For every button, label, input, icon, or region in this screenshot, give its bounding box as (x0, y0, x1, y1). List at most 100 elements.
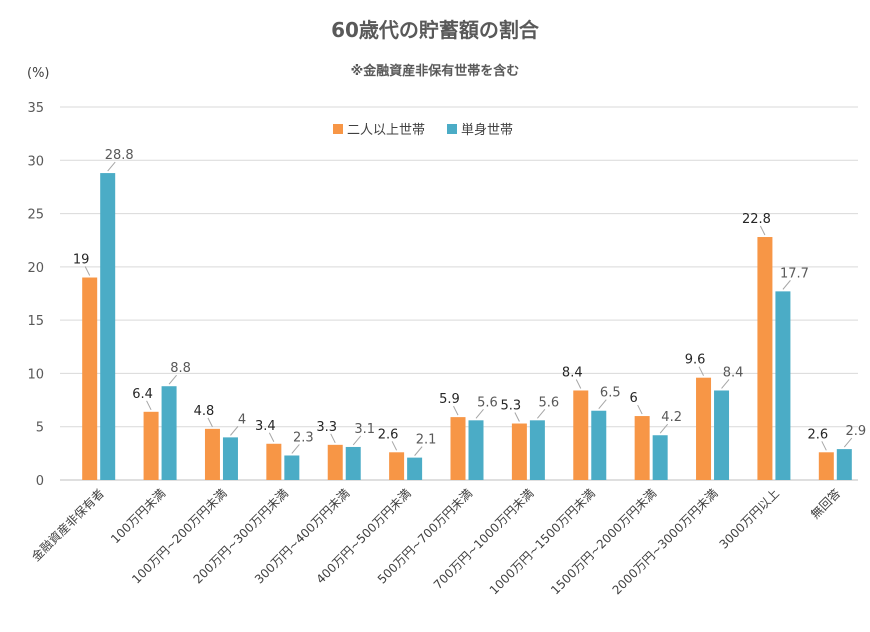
x-tick-label: 金融資産非保有者 (28, 486, 106, 564)
label-leader-line (84, 266, 91, 276)
legend-label: 二人以上世帯 (347, 123, 425, 138)
y-tick-label: 15 (27, 314, 44, 329)
label-leader-line (391, 441, 398, 451)
label-leader-line (782, 280, 791, 290)
legend-swatch-single (447, 124, 457, 134)
data-label: 2.3 (293, 430, 314, 445)
label-leader-line (514, 412, 520, 422)
legend: 二人以上世帯 単身世帯 (333, 122, 513, 138)
data-label: 2.1 (416, 433, 437, 448)
bar-single (529, 420, 545, 480)
data-label: 5.3 (501, 399, 522, 414)
x-tick-label: 1500万円~2000万円未満 (548, 486, 659, 597)
label-leader-line (475, 408, 484, 419)
label-leader-line (637, 404, 643, 415)
data-label: 2.6 (378, 427, 399, 442)
bar-two-person (696, 377, 712, 480)
x-tick-label: 無回答 (807, 486, 843, 522)
label-leader-line (168, 374, 177, 385)
y-tick-label: 20 (27, 261, 44, 276)
data-label: 8.4 (562, 365, 583, 380)
label-leader-line (721, 379, 730, 389)
data-label: 8.8 (170, 361, 191, 376)
bar-single (345, 446, 361, 480)
label-leader-line (821, 441, 827, 451)
y-tick-label: 30 (27, 154, 44, 169)
x-tick-label: 3000万円以上 (717, 486, 782, 551)
bar-two-person (511, 423, 527, 480)
label-leader-line (107, 161, 116, 172)
data-label: 3.1 (354, 422, 375, 437)
label-leader-line (291, 444, 300, 454)
bar-single (407, 457, 423, 480)
bar-single (100, 173, 116, 480)
data-label: 4 (238, 412, 246, 427)
bar-two-person (204, 428, 220, 480)
x-axis-ticks: 金融資産非保有者 100万円未満100万円~200万円未満200万円~300万円未… (28, 486, 843, 598)
x-tick-label: 2000万円~3000万円未満 (610, 486, 721, 597)
data-label: 4.8 (194, 404, 215, 419)
data-label: 9.6 (685, 353, 706, 368)
bar-single (284, 455, 300, 480)
label-leader-line (414, 446, 423, 456)
bar-two-person (757, 237, 773, 480)
x-tick-label: 100万円未満 (108, 486, 168, 546)
y-axis-ticks: 0 5 10 15 20 25 30 35 (27, 101, 44, 489)
bar-two-person (450, 417, 466, 480)
gridlines (60, 106, 858, 481)
bar-single (775, 291, 791, 480)
data-label: 3.4 (255, 419, 276, 434)
label-leader-line (575, 379, 582, 389)
data-label: 3.3 (316, 420, 337, 435)
bars (82, 173, 852, 480)
bar-two-person (389, 452, 405, 480)
data-label: 22.8 (742, 212, 771, 227)
data-label: 28.8 (105, 148, 134, 163)
bar-two-person (573, 390, 589, 480)
data-label: 2.6 (807, 427, 828, 442)
label-leader-line (330, 433, 336, 444)
label-leader-line (759, 225, 766, 236)
bar-single (222, 437, 238, 480)
x-tick-label: 700万円~1000万円未満 (431, 486, 537, 592)
bar-two-person (634, 416, 650, 480)
bar-single (591, 410, 607, 480)
label-leader-line (698, 366, 704, 376)
bar-two-person (266, 443, 282, 480)
x-tick-label: 1000万円~1500万円未満 (487, 486, 598, 597)
y-tick-label: 25 (27, 208, 44, 223)
bar-two-person (327, 444, 343, 480)
y-tick-label: 10 (27, 367, 44, 382)
bar-single (468, 420, 484, 480)
label-leader-line (453, 405, 459, 416)
data-label: 4.2 (661, 410, 682, 425)
data-label: 5.6 (539, 395, 560, 410)
y-tick-label: 35 (27, 101, 44, 116)
y-tick-label: 5 (36, 421, 44, 436)
label-leader-line (268, 432, 275, 442)
label-leader-line (598, 399, 607, 410)
chart-subtitle: ※金融資産非保有世帯を含む (350, 64, 520, 79)
label-leader-line (230, 426, 239, 436)
label-leader-line (659, 423, 669, 434)
bar-single (836, 449, 852, 480)
data-label: 2.9 (845, 424, 866, 439)
legend-swatch-two-person (333, 124, 343, 134)
label-leader-line (207, 417, 213, 428)
y-tick-label: 0 (36, 474, 44, 489)
label-leader-line (352, 435, 362, 446)
bar-two-person (818, 452, 834, 480)
label-leader-line (146, 400, 152, 411)
label-leader-line (843, 437, 853, 448)
data-label: 6 (630, 391, 638, 406)
data-label: 17.7 (780, 266, 809, 281)
bar-two-person (82, 277, 98, 480)
data-label: 5.9 (439, 392, 460, 407)
bar-single (652, 435, 668, 480)
data-label: 6.4 (132, 387, 153, 402)
chart-title: 60歳代の貯蓄額の割合 (331, 18, 539, 42)
label-leader-line (537, 408, 546, 419)
data-label: 8.4 (723, 365, 744, 380)
